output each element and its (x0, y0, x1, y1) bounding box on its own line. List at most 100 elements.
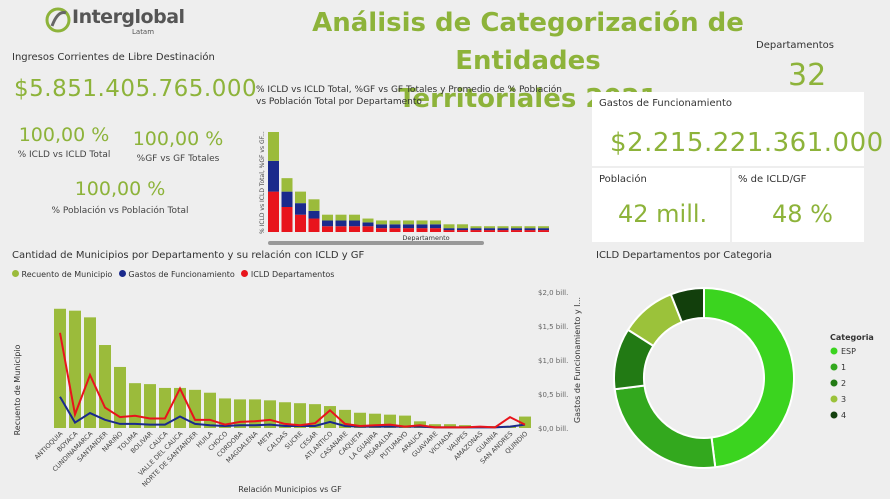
stacked-bar-segment[interactable] (335, 220, 347, 227)
stacked-bar-segment[interactable] (457, 224, 468, 229)
municipio-bar[interactable] (129, 383, 141, 428)
stacked-bar-segment[interactable] (376, 224, 387, 229)
stacked-bar-segment[interactable] (497, 228, 509, 231)
stacked-bar-segment[interactable] (362, 218, 374, 223)
stacked-bar-segment[interactable] (403, 220, 414, 225)
donut-slice[interactable] (703, 286, 795, 469)
stacked-bar-segment[interactable] (430, 228, 441, 232)
gastos-card[interactable]: Gastos de Funcionamiento $2.215.221.361.… (592, 92, 883, 166)
municipio-bar[interactable] (309, 404, 321, 428)
stacked-bar-segment[interactable] (538, 228, 549, 231)
municipio-bar[interactable] (204, 392, 216, 428)
stacked-bar-segment[interactable] (268, 191, 279, 232)
stacked-bar-segment[interactable] (457, 228, 468, 231)
stacked-bar-segment[interactable] (416, 220, 428, 225)
stacked-bar-segment[interactable] (376, 220, 387, 225)
combo-legend: Recuento de Municipio Gastos de Funciona… (12, 270, 334, 279)
stacked-bar-segment[interactable] (538, 230, 549, 232)
stacked-bar-segment[interactable] (308, 199, 320, 211)
stacked-bar-segment[interactable] (376, 228, 387, 232)
municipio-bar[interactable] (279, 402, 291, 428)
stacked-bar-segment[interactable] (470, 226, 482, 229)
stacked-bar-segment[interactable] (349, 214, 360, 221)
stacked-bar-segment[interactable] (322, 226, 333, 232)
municipio-bar[interactable] (429, 424, 441, 428)
donut-chart[interactable]: Categoria ESP 1 2 3 4 (592, 270, 890, 498)
stacked-bar-segment[interactable] (308, 210, 320, 219)
stacked-bar-segment[interactable] (511, 228, 522, 231)
stacked-bar-segment[interactable] (335, 226, 347, 232)
municipio-bar[interactable] (189, 389, 201, 428)
stacked-bar-segment[interactable] (484, 226, 495, 229)
stacked-bar-segment[interactable] (470, 228, 482, 231)
stacked-chart-panel[interactable]: % ICLD vs ICLD Total, %GF vs GF Totales … (256, 84, 586, 248)
stacked-bar-segment[interactable] (389, 228, 401, 232)
departamentos-value: 32 (788, 58, 827, 93)
municipio-bar[interactable] (294, 403, 306, 428)
stacked-scrollbar[interactable] (268, 241, 484, 245)
stacked-bar-segment[interactable] (443, 230, 455, 232)
icld-line[interactable] (59, 332, 526, 429)
donut-chart-panel[interactable]: ICLD Departamentos por Categoria Categor… (592, 250, 890, 498)
municipio-bar[interactable] (144, 384, 156, 428)
stacked-bar-segment[interactable] (281, 191, 293, 207)
stacked-bar-segment[interactable] (524, 226, 536, 229)
donut-slice[interactable] (613, 384, 717, 469)
combo-chart-panel[interactable]: Cantidad de Municipios por Departamento … (8, 250, 592, 498)
gastos-value: $2.215.221.361.000 (610, 128, 884, 158)
stacked-bar-segment[interactable] (281, 178, 293, 192)
municipio-bar[interactable] (399, 415, 411, 428)
stacked-bar-segment[interactable] (443, 228, 455, 231)
stacked-bar-segment[interactable] (403, 228, 414, 232)
donut-slice[interactable] (669, 286, 705, 324)
stacked-bar-segment[interactable] (430, 220, 441, 225)
stacked-bar-segment[interactable] (511, 226, 522, 229)
stacked-bar-segment[interactable] (349, 220, 360, 227)
stacked-bar-segment[interactable] (484, 228, 495, 231)
stacked-bar-segment[interactable] (335, 214, 347, 221)
combo-chart[interactable]: $2,0 bill. $1,5 bill. $1,0 bill. $0,5 bill.… (8, 280, 592, 498)
stacked-bar-segment[interactable] (268, 160, 279, 192)
icld-gf-card[interactable]: % de ICLD/GF 48 % (732, 168, 864, 242)
stacked-bar-segment[interactable] (349, 226, 360, 232)
stacked-bar-segment[interactable] (497, 226, 509, 229)
municipio-bar[interactable] (219, 398, 231, 428)
stacked-bar-segment[interactable] (430, 224, 441, 229)
stacked-bar-segment[interactable] (511, 230, 522, 232)
stacked-bar-segment[interactable] (295, 191, 306, 204)
stacked-bar-segment[interactable] (308, 218, 320, 232)
stacked-bar-segment[interactable] (538, 226, 549, 229)
stacked-bar-segment[interactable] (389, 224, 401, 229)
municipio-bar[interactable] (114, 366, 126, 428)
stacked-bar-segment[interactable] (322, 214, 333, 221)
stacked-bar-segment[interactable] (470, 230, 482, 232)
municipio-bar[interactable] (234, 399, 246, 428)
municipio-bar[interactable] (99, 345, 111, 428)
poblacion-card[interactable]: Población 42 mill. (592, 168, 730, 242)
stacked-bar-segment[interactable] (524, 228, 536, 231)
stacked-bar-segment[interactable] (281, 207, 293, 232)
municipio-bar[interactable] (354, 412, 366, 428)
municipio-bar[interactable] (174, 387, 186, 428)
stacked-bar-segment[interactable] (416, 224, 428, 229)
stacked-bar-segment[interactable] (457, 230, 468, 232)
municipio-bar[interactable] (444, 424, 456, 428)
stacked-bar-segment[interactable] (295, 214, 306, 232)
stacked-bar-segment[interactable] (524, 230, 536, 232)
stacked-bar-segment[interactable] (295, 203, 306, 215)
stacked-bar-segment[interactable] (389, 220, 401, 225)
poblacion-label: Población (599, 174, 647, 185)
stacked-bar-segment[interactable] (268, 132, 279, 161)
stacked-bar-segment[interactable] (403, 224, 414, 229)
stacked-bar-segment[interactable] (484, 230, 495, 232)
municipio-bar[interactable] (249, 399, 261, 428)
stacked-bar-segment[interactable] (416, 228, 428, 232)
stacked-chart[interactable]: % ICLD vs ICLD Total, %GF vs GF... Depart… (256, 110, 586, 246)
municipio-bar[interactable] (519, 416, 531, 428)
municipio-bar[interactable] (54, 308, 66, 428)
stacked-bar-segment[interactable] (443, 224, 455, 229)
stacked-bar-segment[interactable] (322, 220, 333, 227)
stacked-bar-segment[interactable] (362, 226, 374, 232)
stacked-bar-segment[interactable] (362, 222, 374, 227)
stacked-bar-segment[interactable] (497, 230, 509, 232)
